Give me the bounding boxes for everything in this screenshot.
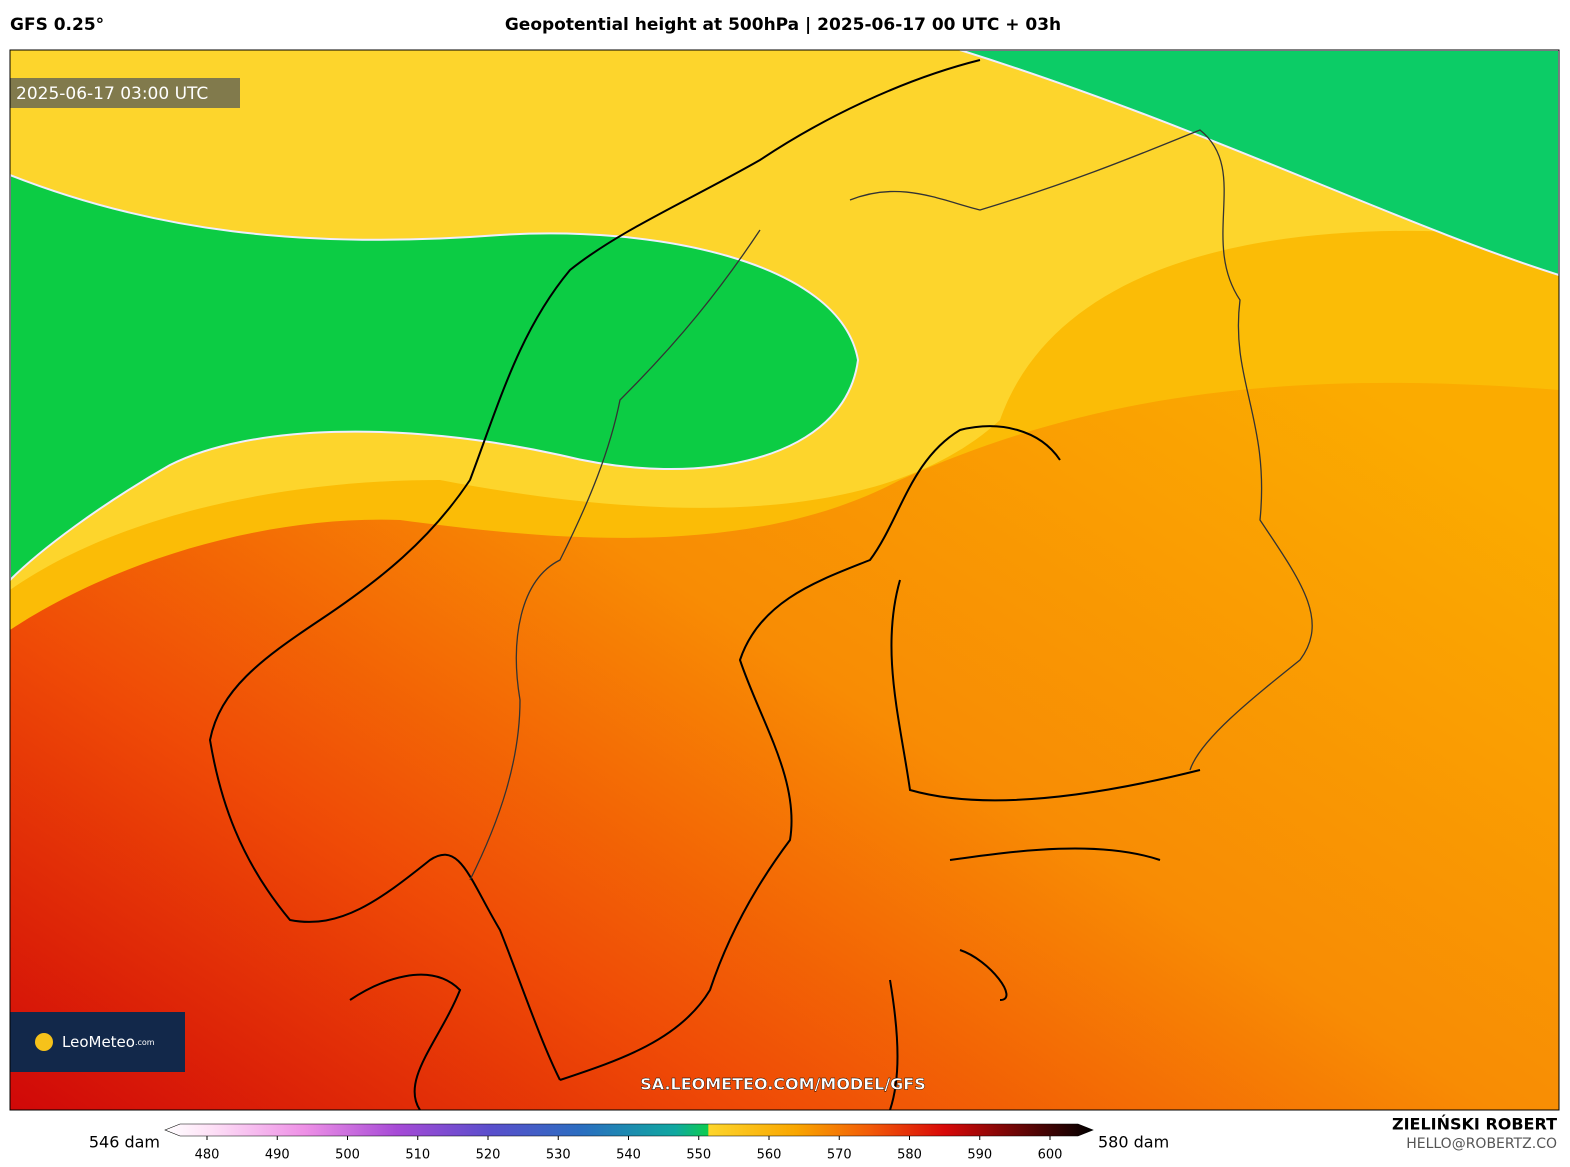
field-band	[959, 50, 1559, 277]
colorbar-tick-label: 490	[265, 1148, 290, 1163]
colorbar-ticks: 480 490 500 510 520 530 540 550 560 570 580 590 600	[195, 1136, 1063, 1163]
watermark: SA.LEOMETEO.COM/MODEL/GFS	[640, 1075, 926, 1094]
map-frame	[9, 49, 1560, 1111]
colorbar-max-label: 580 dam	[1098, 1133, 1169, 1152]
colorbar-min-label: 546 dam	[89, 1133, 160, 1152]
colorbar-tick-label: 600	[1038, 1148, 1063, 1163]
colorbar-tick-label: 580	[897, 1148, 922, 1163]
colorbar	[164, 1123, 1094, 1137]
colorbar-tick-label: 510	[405, 1148, 430, 1163]
map-title: Geopotential height at 500hPa | 2025-06-…	[505, 15, 1061, 35]
author: ZIELIŃSKI ROBERT	[1392, 1115, 1557, 1134]
logo-name: LeoMeteo	[62, 1033, 135, 1051]
colorbar-tick-label: 480	[195, 1148, 220, 1163]
colorbar-tick-label: 550	[686, 1148, 711, 1163]
colorbar-tick-label: 540	[616, 1148, 641, 1163]
logo-sun	[35, 1033, 53, 1051]
timestamp-box	[10, 78, 240, 108]
colorbar-tick-label: 500	[335, 1148, 360, 1163]
colorbar-tick-label: 590	[967, 1148, 992, 1163]
model-name: GFS 0.25°	[10, 15, 104, 35]
colorbar-tick-label: 520	[476, 1148, 501, 1163]
borders	[469, 129, 1313, 881]
map-area: 2025-06-17 03:00 UTC LeoMeteo.com SA.LEO…	[10, 50, 1559, 1110]
colorbar-tick-label: 530	[546, 1148, 571, 1163]
colorbar-tick-label: 560	[757, 1148, 782, 1163]
logo-text: LeoMeteo.com	[62, 1033, 155, 1051]
colorbar-tick-label: 570	[827, 1148, 852, 1163]
email: HELLO@ROBERTZ.CO	[1406, 1136, 1557, 1152]
timestamp: 2025-06-17 03:00 UTC	[16, 84, 208, 104]
coastlines	[208, 59, 1201, 1110]
logo-suffix: .com	[135, 1038, 155, 1047]
field-band	[10, 173, 860, 582]
